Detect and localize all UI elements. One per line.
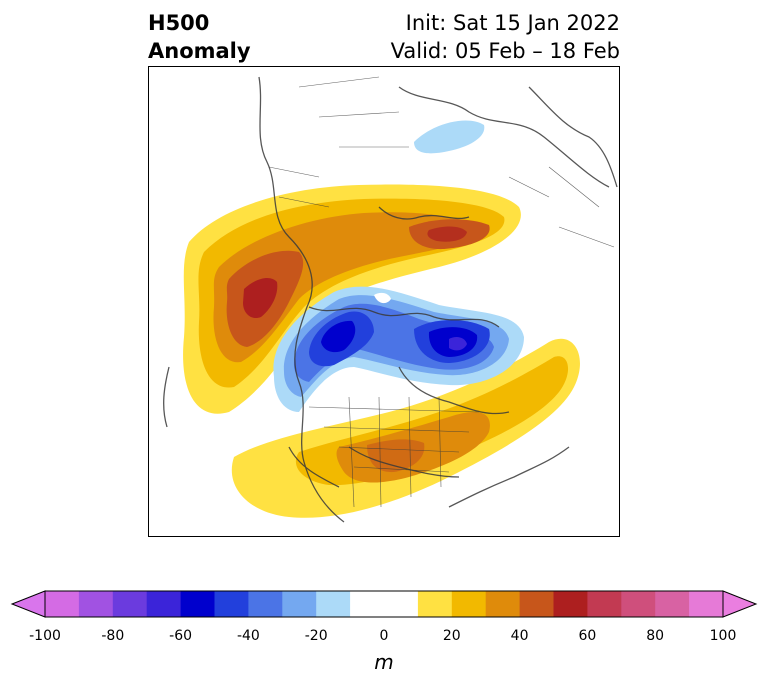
colorbar-tick-label: 20 [442,628,461,644]
colorbar-tick-label: 60 [578,628,597,644]
anomaly-map [148,66,620,537]
colorbar-tick-label: 100 [709,628,737,644]
colorbar [10,590,758,618]
valid-range: Valid: 05 Feb – 18 Feb [390,39,620,63]
colorbar-under-arrow [10,590,46,618]
colorbar-segment [621,591,656,617]
title-type: Anomaly [148,39,251,63]
coastlines [163,76,618,523]
colorbar-segment [485,591,521,617]
colorbar-frame [44,590,724,618]
colorbar-segment [180,591,215,617]
chart-title-right: Init: Sat 15 Jan 2022 Valid: 05 Feb – 18… [391,9,620,65]
colorbar-over-arrow [722,590,758,618]
colorbar-tick-label: -80 [101,628,125,644]
init-date: Init: Sat 15 Jan 2022 [405,11,620,35]
trough-siberia [414,120,485,154]
colorbar-tick-label: 0 [379,628,389,644]
colorbar-units: m [374,650,394,674]
colorbar-tick-label: 80 [646,628,665,644]
colorbar-segment [587,591,622,617]
colorbar-segment [282,591,317,617]
colorbar-segment [519,591,554,617]
colorbar-segment [655,591,690,617]
colorbar-segment [146,591,182,617]
colorbar-segment [112,591,148,617]
colorbar-segments [45,591,724,617]
colorbar-segment [350,591,419,617]
colorbar-tick-label: -20 [304,628,328,644]
map-canvas [163,76,618,523]
colorbar-segment [248,591,283,617]
colorbar-tick-label: -60 [169,628,193,644]
colorbar-segment [451,591,487,617]
ridge-west [183,184,521,414]
colorbar-segment [78,591,114,617]
colorbar-segment [45,591,80,617]
chart-title-left: H500 Anomaly [148,9,251,65]
colorbar-segment [689,591,724,617]
colorbar-segment [316,591,351,617]
colorbar-tick-label: -100 [29,628,61,644]
colorbar-segment [214,591,249,617]
borders [268,76,615,508]
colorbar-segment [417,591,453,617]
colorbar-segment [553,591,588,617]
trough [273,286,524,412]
ridge-east [231,338,580,518]
colorbar-tick-label: -40 [236,628,260,644]
title-variable: H500 [148,11,210,35]
colorbar-tick-label: 40 [510,628,529,644]
